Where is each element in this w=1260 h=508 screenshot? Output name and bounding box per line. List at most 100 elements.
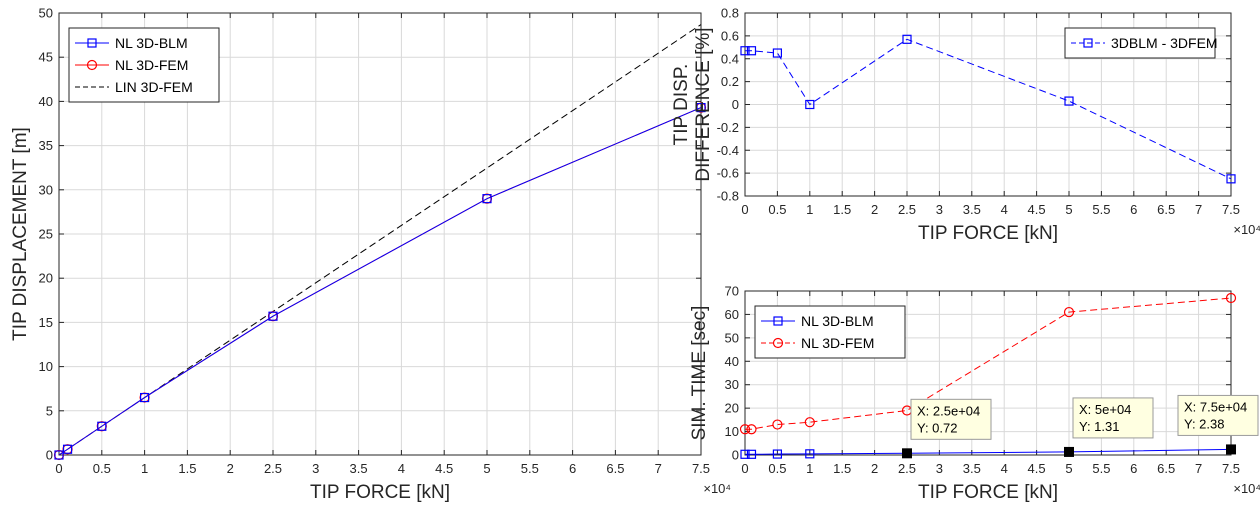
datatip-box — [910, 398, 992, 440]
axes-box — [744, 290, 1232, 456]
x-multiplier-label: ×10⁴ — [1233, 222, 1260, 237]
x-tick-label: 4 — [1001, 202, 1008, 217]
x-tick-label: 1 — [141, 461, 148, 476]
data-point-marker — [482, 194, 492, 204]
x-tick-label: 1 — [806, 461, 813, 476]
x-tick-label: 4.5 — [435, 461, 453, 476]
data-point-marker — [902, 34, 912, 44]
x-tick-label: 7.5 — [1222, 202, 1240, 217]
x-tick-label: 4 — [398, 461, 405, 476]
data-point-marker — [739, 424, 751, 435]
x-tick-label: 3 — [936, 202, 943, 217]
x-tick-label: 6.5 — [1157, 202, 1175, 217]
x-tick-label: 0 — [55, 461, 62, 476]
y-tick-label: 15 — [39, 315, 53, 330]
series-line — [58, 107, 702, 456]
y-tick-label: 0.8 — [721, 6, 739, 21]
legend-entry: 3DBLM - 3DFEM — [1111, 35, 1218, 51]
y-axis-label-line: TIP DISP. — [671, 64, 692, 146]
y-tick-label: 30 — [725, 377, 739, 392]
y-tick-label: 40 — [725, 354, 739, 369]
y-tick-label: -0.4 — [717, 143, 739, 158]
x-tick-label: 5 — [483, 461, 490, 476]
x-tick-label: 5.5 — [1092, 202, 1110, 217]
y-tick-label: 0 — [732, 97, 739, 112]
datatip-y-text: Y: 0.72 — [917, 420, 957, 435]
x-tick-label: 1 — [806, 202, 813, 217]
y-tick-label: 10 — [725, 424, 739, 439]
series-lin-3d-fem — [58, 24, 702, 456]
x-tick-label: 0.5 — [768, 202, 786, 217]
datatip-box — [1072, 397, 1154, 439]
datatip-marker — [1064, 446, 1074, 457]
data-point-marker — [746, 424, 757, 435]
legend-entry: NL 3D-BLM — [115, 35, 188, 51]
y-tick-label: 60 — [725, 307, 739, 322]
x-tick-label: 7 — [1195, 461, 1202, 476]
y-tick-label: 20 — [725, 401, 739, 416]
x-tick-label: 6.5 — [1157, 461, 1175, 476]
data-point-marker — [1225, 292, 1237, 304]
y-axis-label: TIP DISPLACEMENT [m] — [10, 127, 31, 341]
legend-entry: NL 3D-FEM — [801, 335, 874, 351]
series-line — [745, 38, 1232, 180]
data-point-marker — [746, 46, 757, 56]
x-tick-label: 7 — [1195, 202, 1202, 217]
x-tick-label: 0 — [741, 461, 748, 476]
x-axis-label: TIP FORCE [kN] — [310, 482, 450, 503]
data-point-marker — [1226, 174, 1236, 184]
legend-entry: NL 3D-BLM — [801, 313, 874, 329]
data-point-marker — [740, 449, 750, 459]
y-axis-label: SIM. TIME [sec] — [689, 306, 710, 441]
y-tick-label: -0.8 — [717, 189, 739, 204]
data-point-marker — [1064, 96, 1074, 106]
x-tick-label: 5.5 — [521, 461, 539, 476]
y-tick-label: 70 — [725, 284, 739, 299]
chart-1: 0 0.5 1 1.5 2 2.5 3 3.5 4 4.5 5 5.5 6 6.5 7 7.5 0 5 10 15 20… — [10, 6, 731, 504]
y-tick-label: 0 — [46, 448, 53, 463]
series-nl-3d-fem — [739, 292, 1237, 435]
datatip[interactable]: X: 2.5e+04 Y: 0.72 — [902, 398, 992, 459]
x-tick-label: 4.5 — [1028, 202, 1046, 217]
y-tick-label: 5 — [46, 403, 53, 418]
y-tick-label: -0.2 — [717, 120, 739, 135]
data-point-marker — [772, 419, 783, 430]
legend: 3DBLM - 3DFEM — [1064, 27, 1218, 59]
legend-marker — [86, 59, 98, 71]
x-tick-label: 3.5 — [963, 461, 981, 476]
x-tick-label: 0.5 — [768, 461, 786, 476]
x-tick-label: 2.5 — [898, 461, 916, 476]
data-point-marker — [805, 449, 815, 459]
x-tick-label: 5.5 — [1092, 461, 1110, 476]
data-point-marker — [1063, 306, 1075, 318]
datatip-y-text: Y: 2.38 — [1184, 416, 1224, 431]
y-tick-label: 50 — [725, 330, 739, 345]
y-tick-label: 0.2 — [721, 74, 739, 89]
datatip-y-text: Y: 1.31 — [1079, 419, 1119, 434]
datatip-x-text: X: 5e+04 — [1079, 402, 1131, 417]
data-point-marker — [804, 417, 815, 428]
x-multiplier-label: ×10⁴ — [703, 481, 731, 496]
data-point-marker — [805, 99, 815, 110]
data-point-marker — [268, 311, 278, 321]
x-tick-label: 6.5 — [606, 461, 624, 476]
y-tick-label: 20 — [39, 271, 53, 286]
chart-2: 0 0.5 1 1.5 2 2.5 3 3.5 4 4.5 5 5.5 6 6.5 7 7.5 -0.8 -0.6… — [671, 6, 1260, 245]
data-point-marker — [62, 444, 73, 454]
x-tick-label: 1.5 — [833, 202, 851, 217]
datatip-box — [1177, 394, 1259, 436]
x-tick-label: 1.5 — [178, 461, 196, 476]
x-axis-label: TIP FORCE [kN] — [918, 482, 1058, 503]
datatip[interactable]: X: 5e+04 Y: 1.31 — [1064, 397, 1154, 457]
x-tick-label: 3 — [312, 461, 319, 476]
y-axis-label-line: DIFFERENCE [%] — [693, 27, 714, 181]
y-tick-label: 40 — [39, 94, 53, 109]
y-tick-label: 30 — [39, 182, 53, 197]
data-point-marker — [54, 450, 64, 460]
x-multiplier-label: ×10⁴ — [1233, 481, 1260, 496]
legend-marker — [772, 337, 784, 349]
datatip[interactable]: X: 7.5e+04 Y: 2.38 — [1177, 394, 1259, 455]
series-line — [745, 297, 1232, 430]
data-point-marker — [140, 392, 150, 403]
